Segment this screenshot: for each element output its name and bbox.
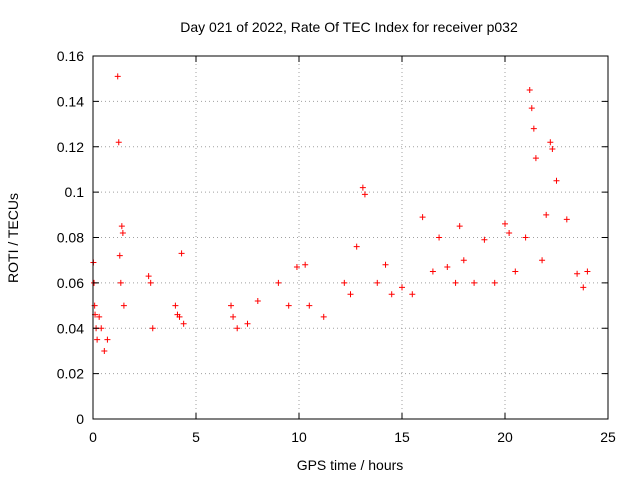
data-point	[361, 191, 368, 198]
data-point	[481, 236, 488, 243]
data-point	[374, 279, 381, 286]
data-point	[584, 268, 591, 275]
data-point	[526, 87, 533, 94]
data-point	[180, 320, 187, 327]
data-point	[320, 313, 327, 320]
data-point	[119, 229, 126, 236]
data-point	[574, 270, 581, 277]
data-point	[359, 184, 366, 191]
data-point	[388, 291, 395, 298]
data-point	[382, 261, 389, 268]
data-point	[341, 279, 348, 286]
data-point	[306, 302, 313, 309]
x-tick-label: 0	[89, 429, 97, 445]
data-point	[145, 273, 152, 280]
data-point	[512, 268, 519, 275]
data-point	[275, 279, 282, 286]
data-point	[244, 320, 251, 327]
data-point	[353, 243, 360, 250]
data-point	[452, 279, 459, 286]
data-point	[502, 220, 508, 227]
data-point	[543, 211, 550, 218]
data-point	[347, 291, 354, 298]
y-tick-label: 0.08	[57, 230, 84, 246]
gridlines	[93, 56, 608, 419]
data-point	[580, 284, 587, 291]
data-point	[147, 279, 154, 286]
data-point	[228, 302, 235, 309]
data-point	[178, 250, 185, 257]
y-tick-label: 0.12	[57, 139, 84, 155]
data-point	[506, 229, 513, 236]
x-tick-label: 5	[192, 429, 200, 445]
y-tick-label: 0.02	[57, 366, 84, 382]
data-point	[456, 223, 463, 230]
x-axis-ticks: 0 5 10 15 20 25	[89, 56, 616, 445]
data-point	[302, 261, 309, 268]
x-tick-label: 15	[394, 429, 410, 445]
data-point	[98, 325, 105, 332]
data-point	[399, 284, 405, 291]
data-point	[409, 291, 416, 298]
data-points	[90, 73, 591, 354]
data-point	[101, 347, 108, 354]
data-point	[104, 336, 111, 343]
x-axis-label: GPS time / hours	[297, 457, 404, 473]
data-point	[444, 263, 451, 270]
data-point	[419, 214, 426, 221]
y-axis-ticks: 0 0.02 0.04 0.06 0.08 0.1 0.12 0.14 0.16	[57, 48, 608, 427]
data-point	[118, 223, 125, 230]
data-point	[530, 125, 537, 132]
data-point	[254, 298, 261, 305]
data-point	[539, 257, 546, 264]
data-point	[522, 234, 529, 241]
x-tick-label: 20	[497, 429, 513, 445]
data-point	[149, 325, 156, 332]
y-tick-label: 0.14	[57, 93, 84, 109]
data-point	[471, 279, 478, 286]
data-point	[285, 302, 292, 309]
y-tick-label: 0.1	[65, 184, 85, 200]
data-point	[532, 155, 539, 162]
data-point	[553, 177, 560, 184]
y-tick-label: 0	[76, 411, 84, 427]
data-point	[528, 105, 535, 112]
data-point	[491, 279, 498, 286]
data-point	[460, 257, 467, 264]
y-tick-label: 0.16	[57, 48, 84, 64]
data-point	[96, 313, 103, 320]
data-point	[547, 139, 554, 146]
data-point	[234, 325, 241, 332]
data-point	[563, 216, 570, 223]
data-point	[172, 302, 179, 309]
x-tick-label: 25	[600, 429, 616, 445]
y-tick-label: 0.04	[57, 320, 84, 336]
data-point	[115, 139, 122, 146]
x-tick-label: 10	[291, 429, 307, 445]
chart-title: Day 021 of 2022, Rate Of TEC Index for r…	[180, 19, 518, 35]
data-point	[549, 146, 556, 153]
y-axis-label: ROTI / TECUs	[5, 193, 21, 283]
data-point	[230, 313, 237, 320]
data-point	[120, 302, 127, 309]
data-point	[436, 234, 443, 241]
y-tick-label: 0.06	[57, 275, 84, 291]
data-point	[116, 252, 123, 259]
data-point	[117, 279, 124, 286]
data-point	[176, 313, 183, 320]
data-point	[94, 336, 101, 343]
data-point	[293, 263, 300, 270]
data-point	[114, 73, 121, 80]
data-point	[429, 268, 436, 275]
